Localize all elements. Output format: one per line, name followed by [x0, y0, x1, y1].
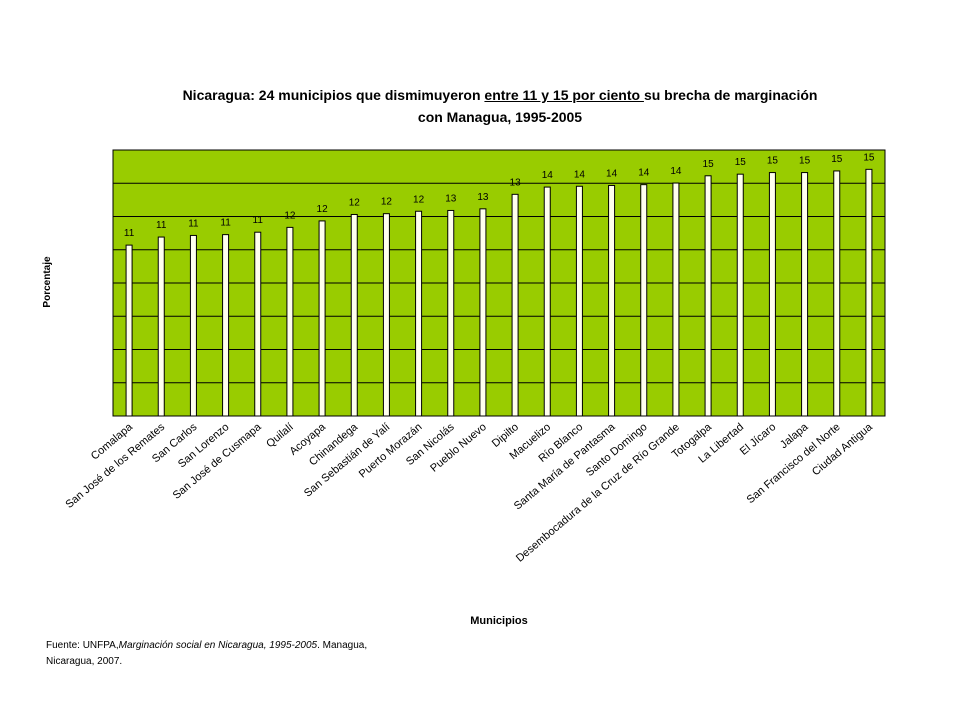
- data-label: 15: [767, 156, 779, 167]
- data-label: 11: [220, 218, 231, 229]
- bar: [865, 168, 873, 417]
- source-publication: Marginación social en Nicaragua, 1995-20…: [118, 640, 318, 651]
- bar: [672, 182, 680, 417]
- bar: [608, 184, 616, 417]
- data-label: 15: [863, 152, 875, 163]
- data-label: 15: [799, 156, 811, 167]
- bar: [543, 186, 551, 417]
- data-label: 13: [445, 193, 457, 204]
- bar: [447, 209, 455, 417]
- x-tick-label: El Jícaro: [738, 421, 778, 458]
- chart-title-underlined: entre 11 y 15 por ciento: [484, 87, 644, 103]
- y-axis-label: Porcentaje: [42, 256, 53, 308]
- data-label: 15: [831, 154, 843, 165]
- data-label: 11: [188, 218, 199, 229]
- bar: [157, 236, 165, 417]
- bar: [286, 226, 294, 417]
- bar: [511, 193, 519, 417]
- data-label: 12: [381, 197, 393, 208]
- bar: [736, 173, 744, 417]
- bar: [768, 172, 776, 417]
- bar: [575, 185, 583, 417]
- data-label: 12: [413, 194, 425, 205]
- chart-title-line-2: con Managua, 1995-2005: [417, 109, 583, 125]
- chart-title: Nicaragua: 24 municipios que dismimuyero…: [80, 84, 920, 128]
- data-label: 13: [510, 177, 522, 188]
- bar: [801, 172, 809, 417]
- data-label: 12: [317, 204, 329, 215]
- source-note: Fuente: UNFPA,Marginación social en Nica…: [46, 638, 406, 670]
- data-label: 12: [284, 210, 296, 221]
- data-label: 11: [124, 228, 135, 239]
- data-label: 13: [477, 192, 489, 203]
- bar: [350, 213, 358, 417]
- chart-title-part-2: su brecha de marginación: [643, 87, 818, 103]
- bar: [189, 234, 197, 417]
- x-axis-label: Municipios: [470, 615, 527, 627]
- source-suffix: . Managua, Nicaragua, 2007.: [46, 640, 368, 667]
- data-labels: 11 11 11 11 11 12 12 12 12 12 13 13 13 14 14 14 14 14 15 15…: [124, 152, 875, 239]
- bar: [382, 213, 390, 417]
- bar: [640, 184, 648, 417]
- chart-title-line-1: Nicaragua: 24 municipios que dismimuyero…: [80, 84, 920, 106]
- data-label: 15: [735, 157, 747, 168]
- data-label: 15: [703, 159, 715, 170]
- gridlines: [113, 182, 885, 384]
- data-label: 12: [349, 197, 361, 208]
- source-prefix: Fuente: UNFPA,: [46, 640, 119, 651]
- bar: [254, 231, 262, 417]
- data-label: 14: [606, 168, 618, 179]
- bar: [222, 234, 230, 417]
- chart-title-part-1: Nicaragua: 24 municipios que dismimuyero…: [182, 87, 485, 103]
- data-label: 14: [542, 170, 554, 181]
- bar: [479, 208, 487, 417]
- bars: [125, 168, 873, 417]
- bar: [833, 170, 841, 417]
- data-label: 11: [156, 220, 167, 231]
- bar: [318, 220, 326, 417]
- bar: [704, 175, 712, 417]
- data-label: 14: [638, 168, 650, 179]
- bar: [125, 244, 133, 417]
- bar: [415, 210, 423, 417]
- data-label: 14: [670, 166, 682, 177]
- x-tick-label: Pueblo Nuevo: [428, 421, 489, 475]
- data-label: 11: [253, 215, 264, 226]
- data-label: 14: [574, 169, 586, 180]
